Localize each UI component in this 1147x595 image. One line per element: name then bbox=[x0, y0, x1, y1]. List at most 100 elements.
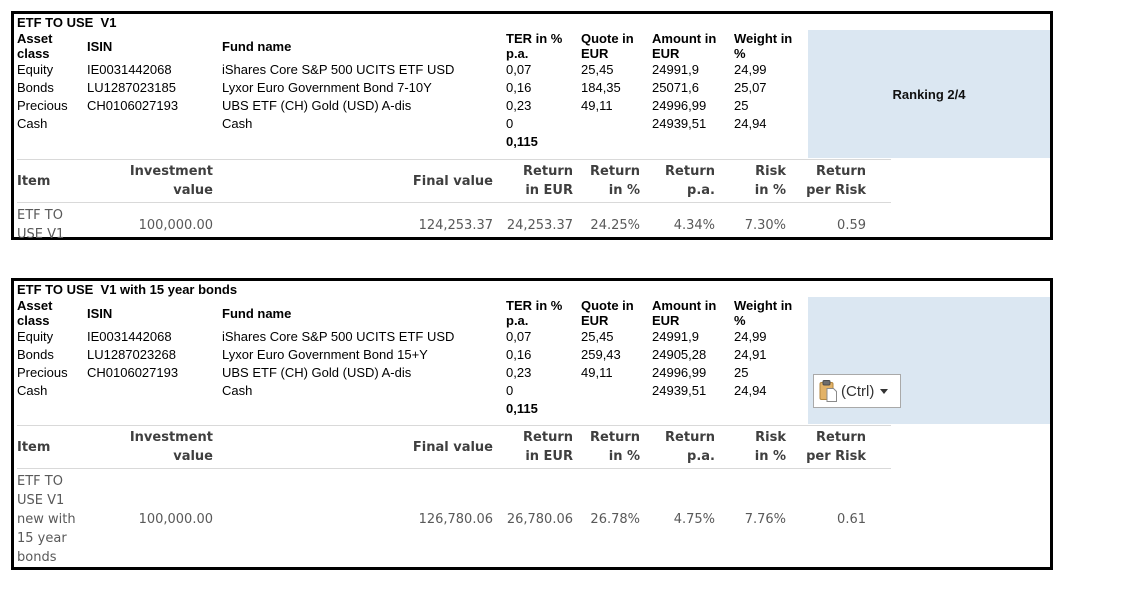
col-header-weight: Weight in % bbox=[734, 31, 793, 61]
fund-name-cell: UBS ETF (CH) Gold (USD) A-dis bbox=[222, 365, 412, 380]
final-value: 126,780.06 bbox=[418, 512, 493, 527]
quote-cell: 25,45 bbox=[581, 62, 614, 77]
asset-class-cell: Bonds bbox=[17, 347, 54, 362]
item-label: ETF TO USE V1 new with 15 year bonds bbox=[17, 474, 76, 565]
asset-class-cell: Precious bbox=[17, 365, 68, 380]
portfolio-panel-v1-15-year-bonds: ETF TO USE V1 with 15 year bonds Asset c… bbox=[11, 278, 1053, 570]
col-header-investment-value: Investment value bbox=[129, 164, 213, 198]
col-header-quote: Quote in EUR bbox=[581, 31, 634, 61]
fund-row-equity: Equity IE0031442068 iShares Core S&P 500… bbox=[17, 61, 1047, 79]
isin-cell: LU1287023185 bbox=[87, 80, 176, 95]
amount-cell: 24939,51 bbox=[652, 116, 707, 131]
fund-row-cash: Cash Cash 0 24939,51 24,94 bbox=[17, 115, 1047, 133]
highlight-box: (Ctrl) bbox=[808, 297, 1050, 424]
investment-value: 100,000.00 bbox=[138, 512, 213, 527]
ter-cell: 0,23 bbox=[506, 98, 532, 113]
col-header-risk-pct: Risk in % bbox=[754, 164, 786, 198]
weight-cell: 25 bbox=[734, 365, 749, 380]
return-eur-value: 26,780.06 bbox=[506, 512, 573, 527]
col-header-asset-class: Asset class bbox=[17, 31, 53, 61]
col-header-amount: Amount in EUR bbox=[652, 298, 717, 328]
quote-cell: 49,11 bbox=[581, 98, 613, 113]
weight-cell: 24,91 bbox=[734, 347, 767, 362]
fund-ter-total-row: 0,115 bbox=[17, 133, 1047, 151]
return-per-risk-value: 0.59 bbox=[837, 217, 866, 233]
col-header-risk-pct: Risk in % bbox=[754, 430, 786, 464]
quote-cell bbox=[581, 115, 652, 133]
fund-name-cell: iShares Core S&P 500 UCITS ETF USD bbox=[222, 329, 455, 344]
return-pa-value: 4.34% bbox=[673, 217, 715, 233]
quote-cell: 25,45 bbox=[581, 329, 614, 344]
col-header-return-pct: Return in % bbox=[590, 430, 640, 464]
amount-cell: 25071,6 bbox=[652, 80, 699, 95]
fund-table: Asset class ISIN Fund name TER in % p.a.… bbox=[17, 31, 1047, 151]
col-header-fund-name: Fund name bbox=[222, 38, 292, 54]
paste-options-button[interactable]: (Ctrl) bbox=[813, 374, 901, 408]
amount-cell: 24996,99 bbox=[652, 98, 707, 113]
fund-table-header: Asset class ISIN Fund name TER in % p.a.… bbox=[17, 31, 1047, 61]
ter-total-value: 0,115 bbox=[506, 401, 538, 416]
ter-cell: 0,16 bbox=[506, 80, 532, 95]
fund-name-cell: Cash bbox=[222, 116, 253, 131]
asset-class-cell: Precious bbox=[17, 98, 68, 113]
weight-cell: 25 bbox=[734, 98, 749, 113]
investment-value: 100,000.00 bbox=[138, 217, 213, 233]
final-value: 124,253.37 bbox=[418, 217, 493, 233]
return-eur-value: 24,253.37 bbox=[506, 217, 573, 233]
ter-cell: 0,07 bbox=[506, 329, 532, 344]
ter-total-value: 0,115 bbox=[506, 134, 538, 149]
col-header-return-eur: Return in EUR bbox=[523, 164, 573, 198]
ter-cell: 0 bbox=[506, 383, 514, 398]
col-header-fund-name: Fund name bbox=[222, 305, 292, 321]
col-header-final-value: Final value bbox=[412, 439, 493, 455]
paste-button-label: (Ctrl) bbox=[841, 382, 875, 400]
fund-table-header: Asset class ISIN Fund name TER in % p.a.… bbox=[17, 298, 1047, 328]
quote-cell bbox=[581, 382, 652, 400]
asset-class-cell: Equity bbox=[17, 329, 54, 344]
return-pct-value: 26.78% bbox=[590, 512, 640, 527]
ranking-highlight-box: Ranking 2/4 bbox=[808, 30, 1050, 158]
fund-name-cell: UBS ETF (CH) Gold (USD) A-dis bbox=[222, 98, 412, 113]
amount-cell: 24996,99 bbox=[652, 365, 707, 380]
ranking-label: Ranking 2/4 bbox=[892, 86, 966, 102]
isin-cell: CH0106027193 bbox=[87, 365, 179, 380]
col-header-return-pct: Return in % bbox=[590, 164, 640, 198]
col-header-weight: Weight in % bbox=[734, 298, 793, 328]
weight-cell: 25,07 bbox=[734, 80, 767, 95]
dropdown-arrow-icon[interactable] bbox=[880, 388, 889, 394]
return-per-risk-value: 0.61 bbox=[837, 512, 866, 527]
quote-cell: 184,35 bbox=[581, 80, 621, 95]
summary-header: Item Investment value Final value Return… bbox=[17, 159, 891, 203]
amount-cell: 24939,51 bbox=[652, 383, 707, 398]
weight-cell: 24,99 bbox=[734, 329, 767, 344]
col-header-ter: TER in % p.a. bbox=[506, 31, 563, 61]
asset-class-cell: Equity bbox=[17, 62, 54, 77]
isin-cell bbox=[87, 115, 222, 133]
col-header-return-pa: Return p.a. bbox=[665, 430, 715, 464]
isin-cell: LU1287023268 bbox=[87, 347, 176, 362]
summary-header: Item Investment value Final value Return… bbox=[17, 425, 891, 469]
fund-row-equity: Equity IE0031442068 iShares Core S&P 500… bbox=[17, 328, 1047, 346]
fund-ter-total-row: 0,115 bbox=[17, 400, 1047, 418]
summary-table: Item Investment value Final value Return… bbox=[17, 159, 891, 245]
col-header-item: Item bbox=[17, 173, 51, 189]
col-header-return-per-risk: Return per Risk bbox=[806, 164, 866, 198]
col-header-amount: Amount in EUR bbox=[652, 31, 717, 61]
fund-name-cell: iShares Core S&P 500 UCITS ETF USD bbox=[222, 62, 455, 77]
summary-row: ETF TO USE V1 new with 15 year bonds 100… bbox=[17, 469, 891, 568]
ter-cell: 0,23 bbox=[506, 365, 532, 380]
panel-title: ETF TO USE V1 with 15 year bonds bbox=[17, 282, 238, 297]
isin-cell bbox=[87, 382, 222, 400]
fund-row-cash: Cash Cash 0 24939,51 24,94 bbox=[17, 382, 1047, 400]
asset-class-cell: Cash bbox=[17, 383, 48, 398]
return-pct-value: 24.25% bbox=[590, 217, 640, 233]
fund-name-cell: Lyxor Euro Government Bond 7-10Y bbox=[222, 80, 432, 95]
col-header-isin: ISIN bbox=[87, 38, 113, 54]
isin-cell: IE0031442068 bbox=[87, 62, 172, 77]
asset-class-cell: Bonds bbox=[17, 80, 54, 95]
col-header-ter: TER in % p.a. bbox=[506, 298, 563, 328]
fund-table: Asset class ISIN Fund name TER in % p.a.… bbox=[17, 298, 1047, 418]
amount-cell: 24905,28 bbox=[652, 347, 707, 362]
col-header-quote: Quote in EUR bbox=[581, 298, 634, 328]
col-header-investment-value: Investment value bbox=[129, 430, 213, 464]
